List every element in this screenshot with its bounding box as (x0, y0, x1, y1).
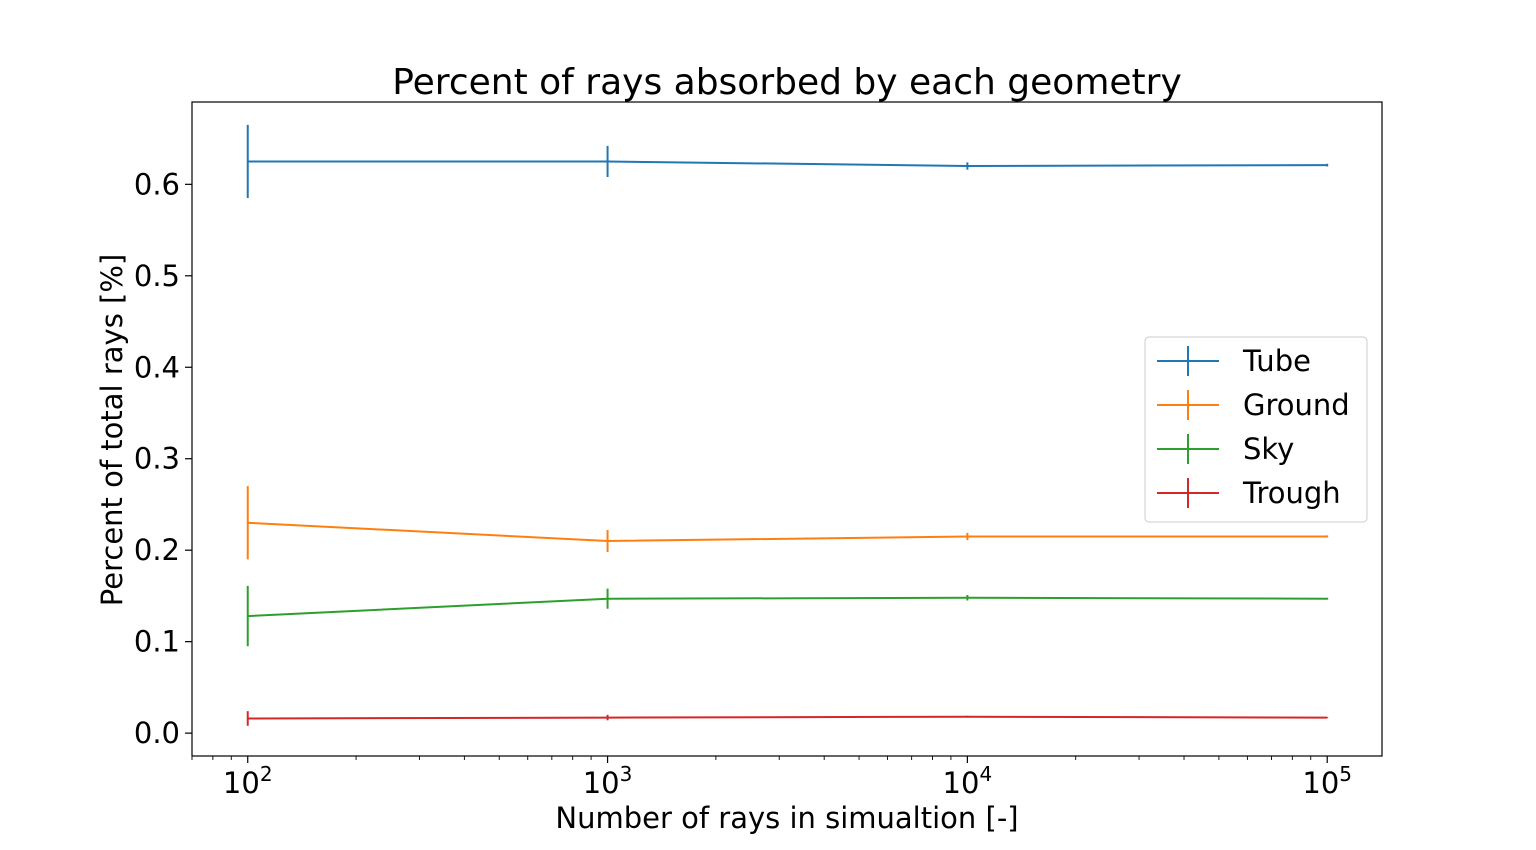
series-line-ground (247, 521, 1328, 543)
y-axis: 0.0 0.1 0.2 0.3 0.4 0.5 0.6 (134, 167, 192, 750)
x-tick-label: 102 (223, 762, 273, 800)
y-tick-label: 0.5 (134, 259, 180, 293)
legend-label-tube: Tube (1242, 344, 1311, 378)
x-tick-label: 104 (943, 762, 993, 800)
y-tick-label: 0.4 (134, 350, 180, 384)
x-tick-label: 103 (583, 762, 633, 800)
legend-label-sky: Sky (1243, 432, 1294, 466)
x-axis: 102 103 104 105 (191, 756, 1352, 800)
chart-title: Percent of rays absorbed by each geometr… (392, 62, 1182, 103)
series-line-tube (247, 160, 1328, 168)
y-tick-label: 0.6 (134, 167, 180, 201)
series-line-trough (247, 715, 1328, 720)
y-axis-label: Percent of total rays [%] (95, 254, 129, 606)
y-tick-label: 0.2 (134, 533, 180, 567)
y-tick-label: 0.3 (134, 442, 180, 476)
series-line-sky (247, 596, 1328, 618)
y-tick-label: 0.1 (134, 625, 180, 659)
legend: Tube Ground Sky Trough (1144, 336, 1368, 523)
legend-box (1144, 336, 1368, 523)
legend-label-ground: Ground (1243, 388, 1350, 422)
y-tick-label: 0.0 (134, 716, 180, 750)
legend-label-trough: Trough (1242, 476, 1341, 510)
x-tick-label: 105 (1302, 762, 1352, 800)
plot-frame (191, 101, 1383, 757)
x-axis-label: Number of rays in simualtion [-] (555, 801, 1018, 835)
